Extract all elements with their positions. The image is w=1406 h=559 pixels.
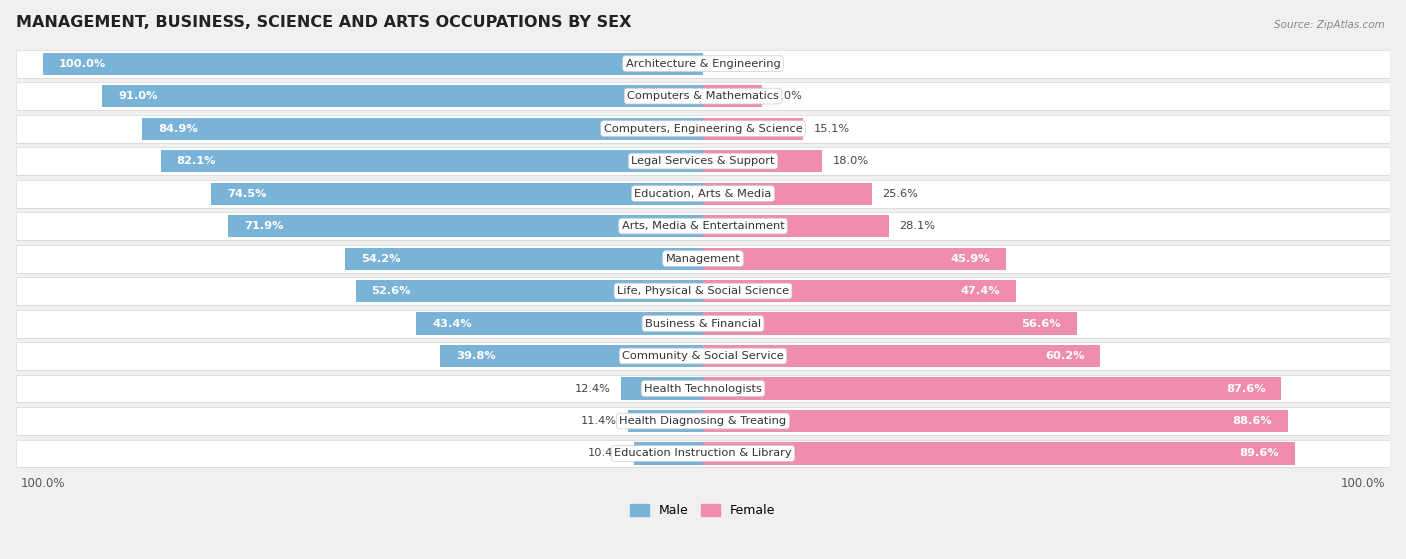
- Bar: [703, 215, 889, 237]
- Text: 28.1%: 28.1%: [898, 221, 935, 231]
- Text: Business & Financial: Business & Financial: [645, 319, 761, 329]
- Bar: [17, 147, 1389, 175]
- Bar: [17, 82, 1389, 110]
- Bar: [440, 345, 703, 367]
- Bar: [42, 53, 703, 75]
- Bar: [634, 443, 703, 465]
- Text: Community & Social Service: Community & Social Service: [621, 351, 785, 361]
- Bar: [344, 248, 703, 269]
- Bar: [17, 82, 1389, 110]
- Text: 71.9%: 71.9%: [245, 221, 284, 231]
- Text: Health Technologists: Health Technologists: [644, 383, 762, 394]
- Text: 25.6%: 25.6%: [883, 188, 918, 198]
- Text: Management: Management: [665, 254, 741, 263]
- Bar: [627, 410, 703, 432]
- Text: MANAGEMENT, BUSINESS, SCIENCE AND ARTS OCCUPATIONS BY SEX: MANAGEMENT, BUSINESS, SCIENCE AND ARTS O…: [17, 15, 631, 30]
- Bar: [17, 375, 1389, 402]
- Bar: [17, 115, 1389, 143]
- Text: 11.4%: 11.4%: [581, 416, 617, 426]
- Bar: [17, 407, 1389, 435]
- Bar: [621, 377, 703, 400]
- Text: 56.6%: 56.6%: [1021, 319, 1062, 329]
- Bar: [703, 410, 1288, 432]
- Text: Arts, Media & Entertainment: Arts, Media & Entertainment: [621, 221, 785, 231]
- Bar: [703, 85, 762, 107]
- Text: 45.9%: 45.9%: [950, 254, 990, 263]
- Text: 89.6%: 89.6%: [1239, 448, 1279, 458]
- Bar: [142, 117, 703, 140]
- Bar: [17, 407, 1389, 435]
- Legend: Male, Female: Male, Female: [626, 499, 780, 522]
- Bar: [17, 212, 1389, 240]
- Text: 39.8%: 39.8%: [456, 351, 496, 361]
- Text: 82.1%: 82.1%: [177, 156, 217, 166]
- Text: 100.0%: 100.0%: [1341, 477, 1385, 490]
- Bar: [703, 377, 1281, 400]
- Bar: [17, 439, 1389, 467]
- Bar: [17, 277, 1389, 305]
- Text: 10.4%: 10.4%: [588, 448, 624, 458]
- Bar: [703, 150, 823, 172]
- Bar: [211, 183, 703, 205]
- Text: Source: ZipAtlas.com: Source: ZipAtlas.com: [1274, 20, 1385, 30]
- Text: 15.1%: 15.1%: [813, 124, 849, 134]
- Bar: [228, 215, 703, 237]
- Bar: [416, 312, 703, 335]
- Bar: [17, 245, 1389, 273]
- Text: Legal Services & Support: Legal Services & Support: [631, 156, 775, 166]
- Text: 84.9%: 84.9%: [159, 124, 198, 134]
- Bar: [17, 212, 1389, 240]
- Bar: [356, 280, 703, 302]
- Text: 47.4%: 47.4%: [960, 286, 1000, 296]
- Text: 52.6%: 52.6%: [371, 286, 411, 296]
- Text: Education, Arts & Media: Education, Arts & Media: [634, 188, 772, 198]
- Bar: [703, 183, 872, 205]
- Text: Computers, Engineering & Science: Computers, Engineering & Science: [603, 124, 803, 134]
- Text: 18.0%: 18.0%: [832, 156, 869, 166]
- Bar: [103, 85, 703, 107]
- Bar: [17, 277, 1389, 305]
- Bar: [703, 280, 1017, 302]
- Text: 87.6%: 87.6%: [1226, 383, 1265, 394]
- Bar: [17, 179, 1389, 207]
- Bar: [17, 310, 1389, 338]
- Bar: [17, 115, 1389, 143]
- Bar: [703, 443, 1295, 465]
- Bar: [17, 179, 1389, 207]
- Text: Life, Physical & Social Science: Life, Physical & Social Science: [617, 286, 789, 296]
- Bar: [703, 248, 1007, 269]
- Bar: [17, 342, 1389, 370]
- Text: 100.0%: 100.0%: [21, 477, 65, 490]
- Text: 100.0%: 100.0%: [59, 59, 105, 69]
- Text: Education Instruction & Library: Education Instruction & Library: [614, 448, 792, 458]
- Text: 88.6%: 88.6%: [1233, 416, 1272, 426]
- Text: 74.5%: 74.5%: [226, 188, 266, 198]
- Text: Health Diagnosing & Treating: Health Diagnosing & Treating: [620, 416, 786, 426]
- Text: 9.0%: 9.0%: [773, 91, 801, 101]
- Bar: [17, 50, 1389, 78]
- Bar: [17, 50, 1389, 78]
- Bar: [703, 345, 1101, 367]
- Text: Computers & Mathematics: Computers & Mathematics: [627, 91, 779, 101]
- Bar: [160, 150, 703, 172]
- Bar: [17, 342, 1389, 370]
- Bar: [17, 439, 1389, 467]
- Text: 43.4%: 43.4%: [432, 319, 472, 329]
- Text: Architecture & Engineering: Architecture & Engineering: [626, 59, 780, 69]
- Bar: [703, 117, 803, 140]
- Text: 60.2%: 60.2%: [1045, 351, 1084, 361]
- Bar: [17, 375, 1389, 402]
- Text: 12.4%: 12.4%: [575, 383, 610, 394]
- Bar: [17, 147, 1389, 175]
- Bar: [17, 245, 1389, 273]
- Bar: [17, 310, 1389, 338]
- Text: 54.2%: 54.2%: [361, 254, 401, 263]
- Bar: [703, 312, 1077, 335]
- Text: 91.0%: 91.0%: [118, 91, 157, 101]
